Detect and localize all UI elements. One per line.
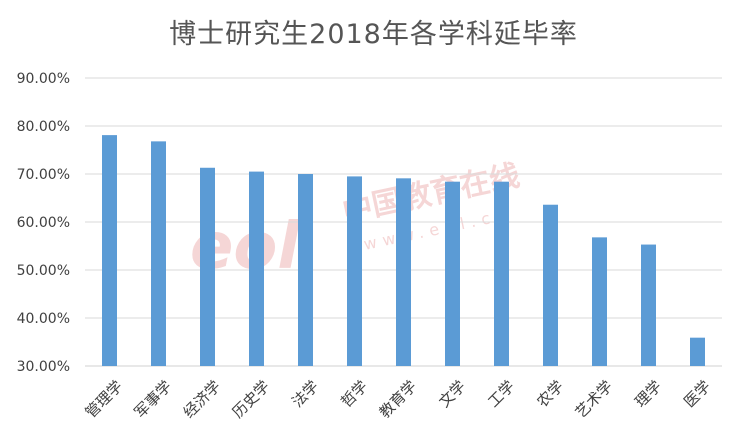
bar-7 (445, 181, 460, 366)
y-tick-label: 90.00% (17, 71, 70, 87)
y-tick-label: 30.00% (17, 359, 70, 375)
y-tick-label: 50.00% (17, 263, 70, 279)
x-tick-label: 艺术学 (572, 377, 617, 422)
x-tick-label: 哲学 (337, 377, 371, 411)
y-tick-label: 70.00% (17, 167, 70, 183)
y-tick-label: 40.00% (17, 311, 70, 327)
y-tick-label: 80.00% (17, 119, 70, 135)
x-tick-label: 文学 (435, 377, 469, 411)
x-tick-label: 理学 (631, 377, 665, 411)
x-tick-label: 教育学 (376, 377, 421, 422)
bar-12 (690, 337, 705, 366)
bar-10 (592, 237, 607, 366)
bar-11 (641, 244, 656, 366)
bar-3 (249, 171, 264, 366)
x-tick-label: 法学 (288, 377, 322, 411)
y-tick-label: 60.00% (17, 215, 70, 231)
bar-1 (151, 141, 166, 366)
bar-0 (102, 135, 117, 366)
x-tick-label: 农学 (533, 377, 567, 411)
bar-9 (543, 204, 558, 366)
bar-4 (298, 174, 313, 366)
bar-2 (200, 167, 215, 366)
bar-8 (494, 181, 509, 366)
x-tick-label: 管理学 (82, 377, 127, 422)
bar-6 (396, 178, 411, 366)
x-tick-label: 医学 (680, 377, 714, 411)
chart-title: 博士研究生2018年各学科延毕率 (169, 19, 578, 50)
x-tick-label: 工学 (484, 377, 518, 411)
x-tick-label: 军事学 (131, 377, 176, 422)
bar-5 (347, 176, 362, 366)
x-tick-label: 经济学 (180, 377, 225, 422)
x-tick-label: 历史学 (229, 377, 274, 422)
